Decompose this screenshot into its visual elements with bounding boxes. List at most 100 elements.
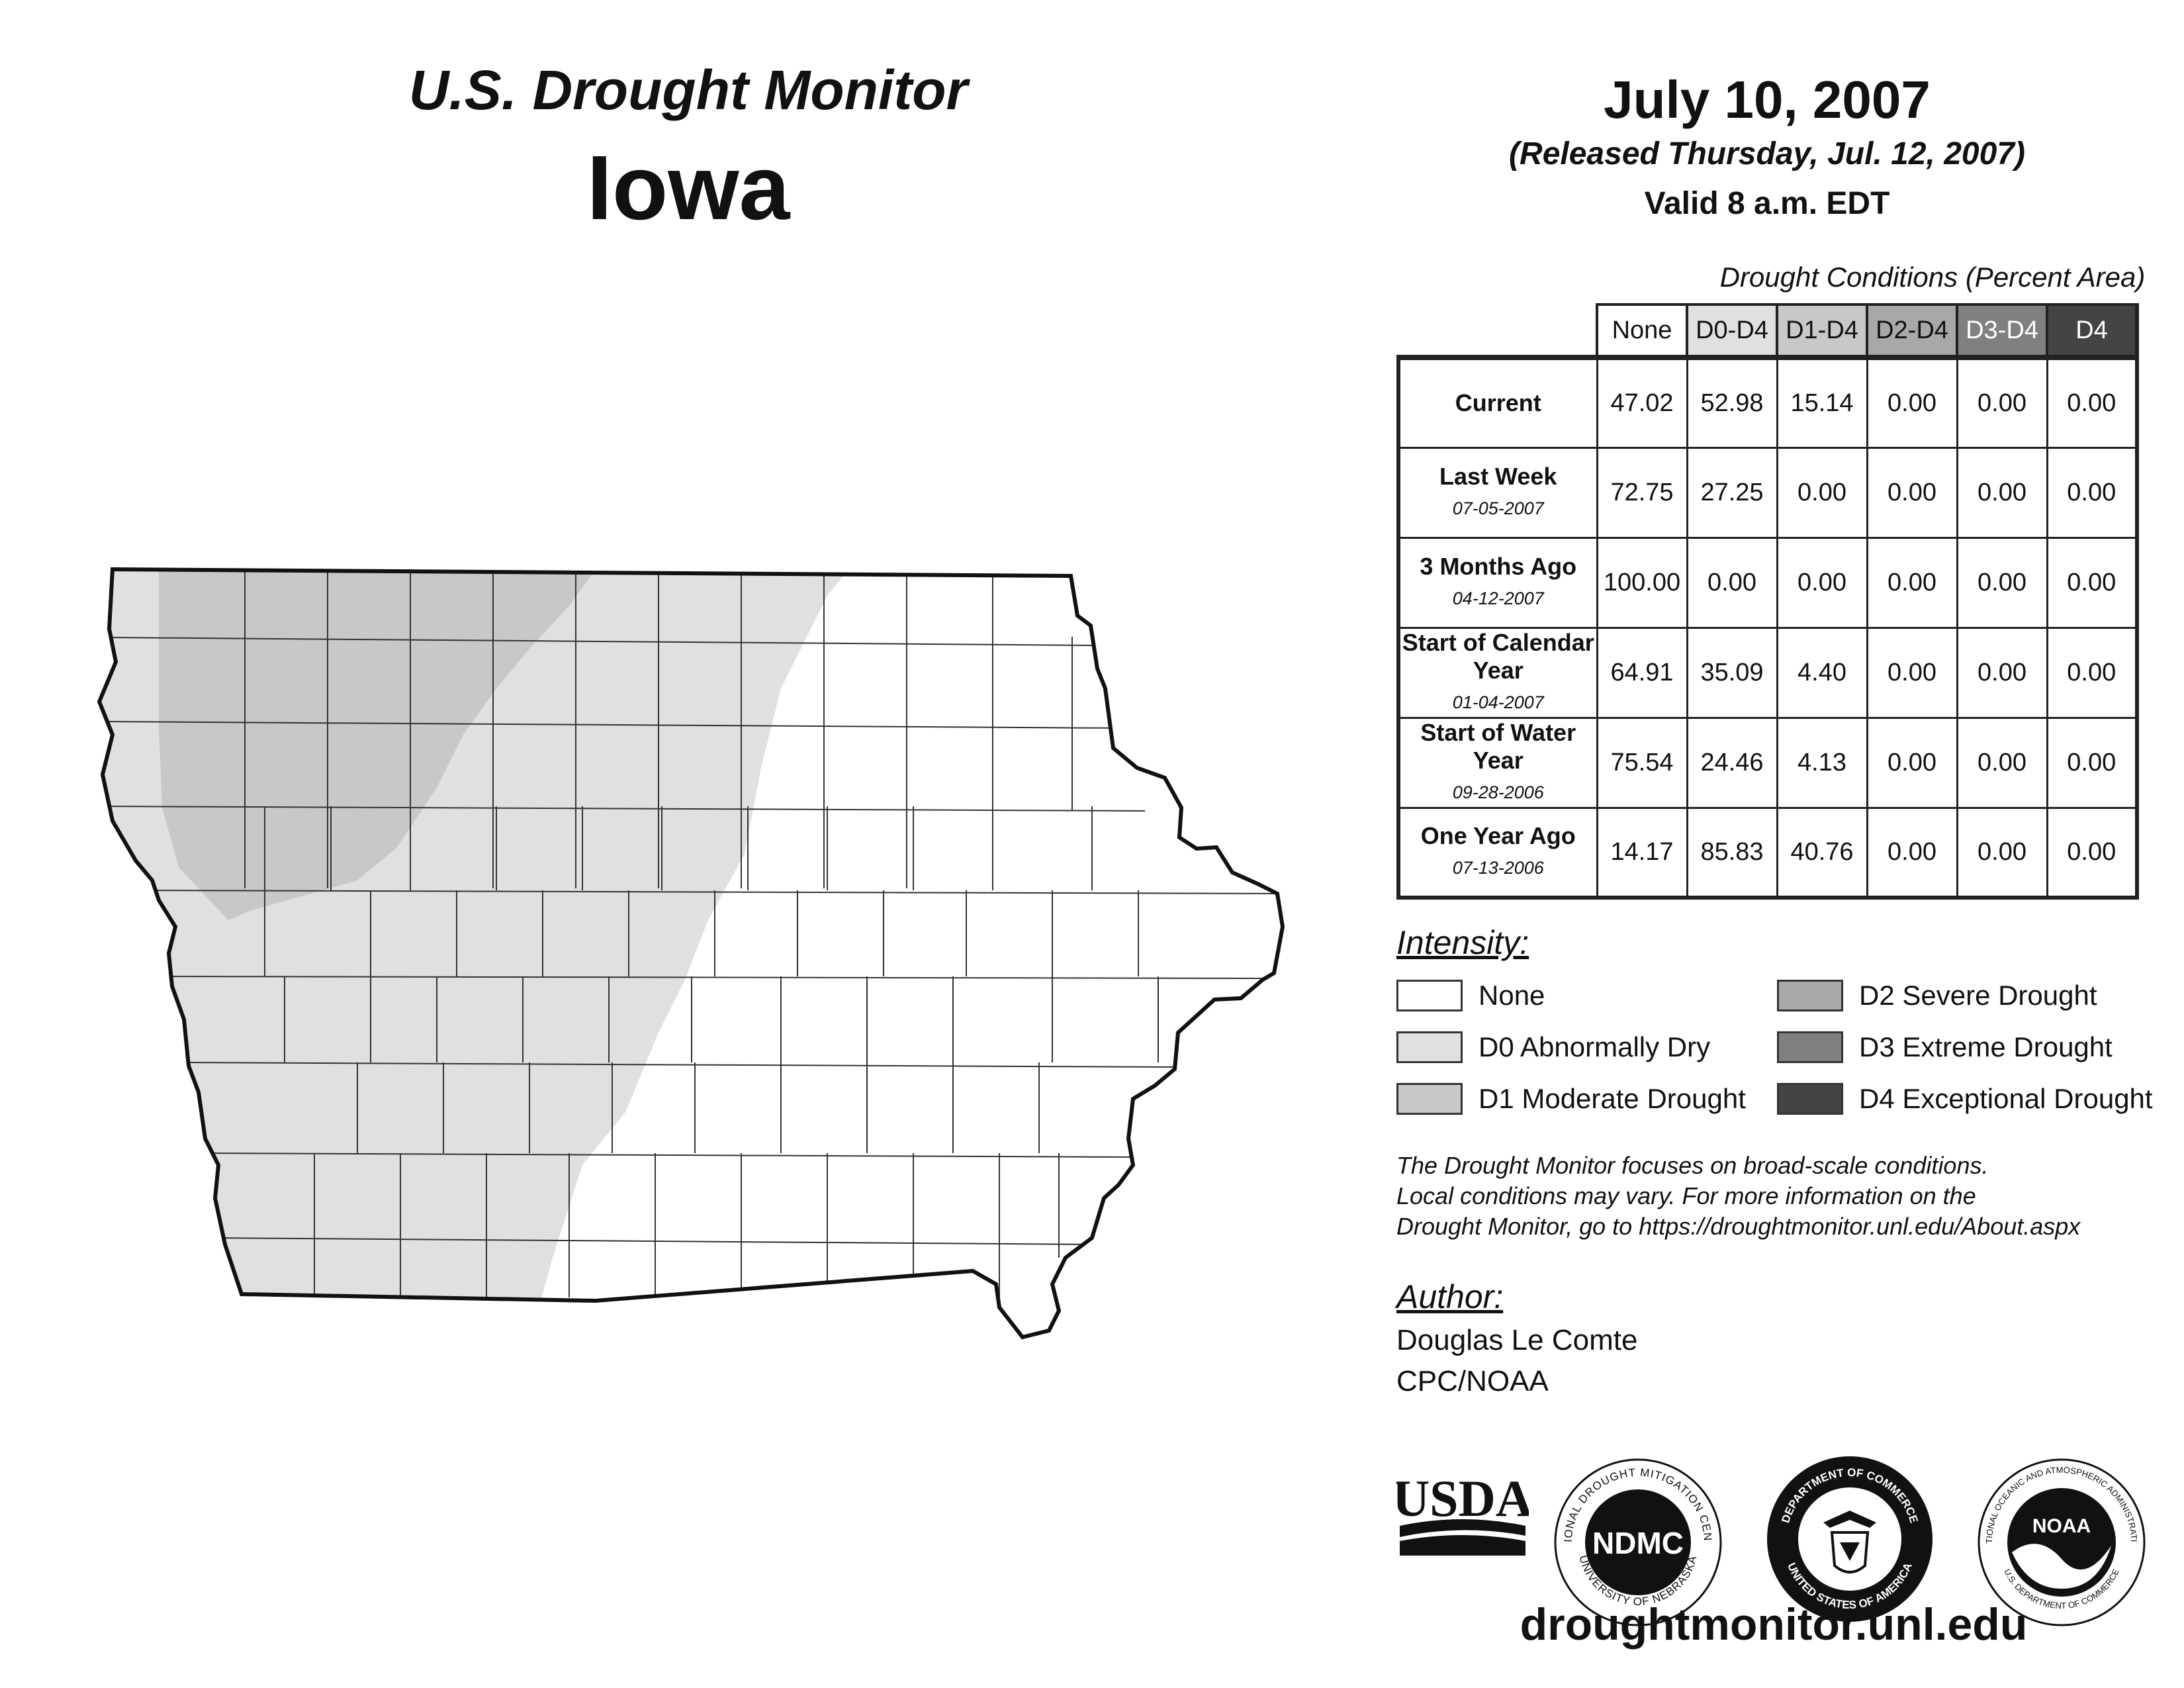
row-date: 07-05-2007	[1452, 498, 1544, 518]
legend-label: D1 Moderate Drought	[1479, 1083, 1746, 1114]
legend-item-none: None	[1396, 980, 1545, 1011]
col-header-d0-d4: D0-D4	[1686, 303, 1778, 360]
value-cell: 0.00	[1956, 536, 2048, 629]
release-date: (Released Thursday, Jul. 12, 2007)	[1509, 136, 2025, 171]
ndmc-logo: NATIONAL DROUGHT MITIGATION CENTER UNIVE…	[1549, 1453, 1722, 1626]
legend-label: D4 Exceptional Drought	[1859, 1083, 2153, 1114]
value-cell: 0.00	[1956, 806, 2048, 900]
legend-item-d2: D2 Severe Drought	[1777, 980, 2097, 1011]
value-cell: 85.83	[1686, 806, 1778, 900]
value-cell: 0.00	[1866, 356, 1958, 449]
value-cell: 64.91	[1596, 626, 1688, 719]
value-cell: 0.00	[1776, 446, 1868, 539]
value-cell: 0.00	[1866, 536, 1958, 629]
value-cell: 100.00	[1596, 536, 1688, 629]
legend-swatch	[1396, 1031, 1463, 1063]
iowa-drought-map	[97, 567, 1285, 1340]
value-cell: 0.00	[1956, 446, 2048, 539]
intensity-legend-title: Intensity:	[1396, 924, 1529, 961]
value-cell: 0.00	[2046, 716, 2139, 809]
row-date: 04-12-2007	[1452, 588, 1544, 608]
legend-item-d4: D4 Exceptional Drought	[1777, 1083, 2153, 1115]
row-date: 09-28-2006	[1452, 782, 1544, 802]
disclaimer-line: Local conditions may vary. For more info…	[1396, 1182, 1976, 1209]
noaa-logo: NATIONAL OCEANIC AND ATMOSPHERIC ADMINIS…	[1972, 1453, 2146, 1626]
col-header-d4: D4	[2046, 303, 2139, 360]
table-row: 3 Months Ago 04-12-2007 100.00 0.00 0.00 0.00…	[1396, 536, 2139, 629]
value-cell: 4.40	[1776, 626, 1868, 719]
disclaimer-line: The Drought Monitor focuses on broad-sca…	[1396, 1152, 1989, 1179]
legend-label: None	[1479, 980, 1545, 1011]
row-label-cell: Start of Water Year 09-28-2006	[1396, 716, 1598, 809]
value-cell: 0.00	[1956, 356, 2048, 449]
legend-swatch	[1396, 980, 1463, 1011]
row-label-cell: Last Week 07-05-2007	[1396, 446, 1598, 539]
value-cell: 72.75	[1596, 446, 1688, 539]
row-label: 3 Months Ago	[1420, 553, 1577, 580]
legend-item-d1: D1 Moderate Drought	[1396, 1083, 1746, 1115]
value-cell: 27.25	[1686, 446, 1778, 539]
county-lines	[99, 569, 1283, 1297]
row-label: One Year Ago	[1420, 822, 1576, 850]
usda-logo: USDA	[1396, 1470, 1529, 1556]
table-caption: Drought Conditions (Percent Area)	[1719, 261, 2146, 293]
value-cell: 0.00	[2046, 536, 2139, 629]
row-label: Start of Water Year	[1420, 719, 1576, 774]
row-label: Current	[1455, 389, 1541, 417]
value-cell: 14.17	[1596, 806, 1688, 900]
drought-statistics-table: None D0-D4 D1-D4 D2-D4 D3-D4 D4 Current 4…	[1396, 303, 2139, 900]
value-cell: 0.00	[2046, 356, 2139, 449]
col-header-d2-d4: D2-D4	[1866, 303, 1958, 360]
row-label: Start of Calendar Year	[1402, 629, 1594, 684]
table-header-row: None D0-D4 D1-D4 D2-D4 D3-D4 D4	[1398, 303, 2139, 360]
usda-logo-text: USDA	[1396, 1470, 1529, 1527]
department-of-commerce-seal: DEPARTMENT OF COMMERCE UNITED STATES OF …	[1767, 1456, 1933, 1622]
value-cell: 0.00	[2046, 446, 2139, 539]
value-cell: 0.00	[1956, 716, 2048, 809]
row-label: Last Week	[1439, 463, 1557, 490]
row-date: 07-13-2006	[1452, 858, 1544, 878]
value-cell: 40.76	[1776, 806, 1868, 900]
table-row: Current 47.02 52.98 15.14 0.00 0.00 0.00	[1396, 356, 2139, 449]
legend-label: D2 Severe Drought	[1859, 980, 2097, 1011]
author-organization: CPC/NOAA	[1396, 1365, 1549, 1397]
d1-moderate-drought-region	[159, 569, 596, 920]
row-label-cell: 3 Months Ago 04-12-2007	[1396, 536, 1598, 629]
value-cell: 75.54	[1596, 716, 1688, 809]
value-cell: 4.13	[1776, 716, 1868, 809]
legend-item-d3: D3 Extreme Drought	[1777, 1031, 2113, 1063]
col-header-none: None	[1596, 303, 1688, 360]
value-cell: 0.00	[2046, 626, 2139, 719]
legend-swatch	[1777, 1083, 1843, 1115]
state-title: Iowa	[586, 137, 790, 239]
value-cell: 0.00	[1866, 716, 1958, 809]
value-cell: 24.46	[1686, 716, 1778, 809]
col-header-d1-d4: D1-D4	[1776, 303, 1868, 360]
value-cell: 15.14	[1776, 356, 1868, 449]
row-date: 01-04-2007	[1452, 692, 1544, 712]
disclaimer-text: The Drought Monitor focuses on broad-sca…	[1396, 1150, 2177, 1242]
value-cell: 0.00	[1956, 626, 2048, 719]
legend-label: D0 Abnormally Dry	[1479, 1031, 1711, 1062]
value-cell: 0.00	[1866, 446, 1958, 539]
value-cell: 0.00	[2046, 806, 2139, 900]
legend-label: D3 Extreme Drought	[1859, 1031, 2113, 1062]
website-url[interactable]: droughtmonitor.unl.edu	[1520, 1599, 2028, 1650]
value-cell: 0.00	[1776, 536, 1868, 629]
noaa-logo-text: NOAA	[2032, 1515, 2091, 1537]
table-body: Current 47.02 52.98 15.14 0.00 0.00 0.00 Last W…	[1396, 356, 2139, 900]
table-row: Last Week 07-05-2007 72.75 27.25 0.00 0.00 0.0…	[1396, 446, 2139, 539]
author-title: Author:	[1396, 1278, 1504, 1315]
legend-item-d0: D0 Abnormally Dry	[1396, 1031, 1710, 1063]
row-label-cell: Start of Calendar Year 01-04-2007	[1396, 626, 1598, 719]
disclaimer-line: Drought Monitor, go to https://droughtmo…	[1396, 1213, 2081, 1240]
value-cell: 0.00	[1866, 626, 1958, 719]
table-row: Start of Calendar Year 01-04-2007 64.91 35.…	[1396, 626, 2139, 719]
author-name: Douglas Le Comte	[1396, 1324, 1638, 1356]
row-label-cell: One Year Ago 07-13-2006	[1396, 806, 1598, 900]
ndmc-logo-text: NDMC	[1592, 1526, 1684, 1560]
value-cell: 52.98	[1686, 356, 1778, 449]
legend-swatch	[1396, 1083, 1463, 1115]
header-blank-cell	[1398, 305, 1597, 360]
iowa-state-outline	[97, 567, 1285, 1340]
